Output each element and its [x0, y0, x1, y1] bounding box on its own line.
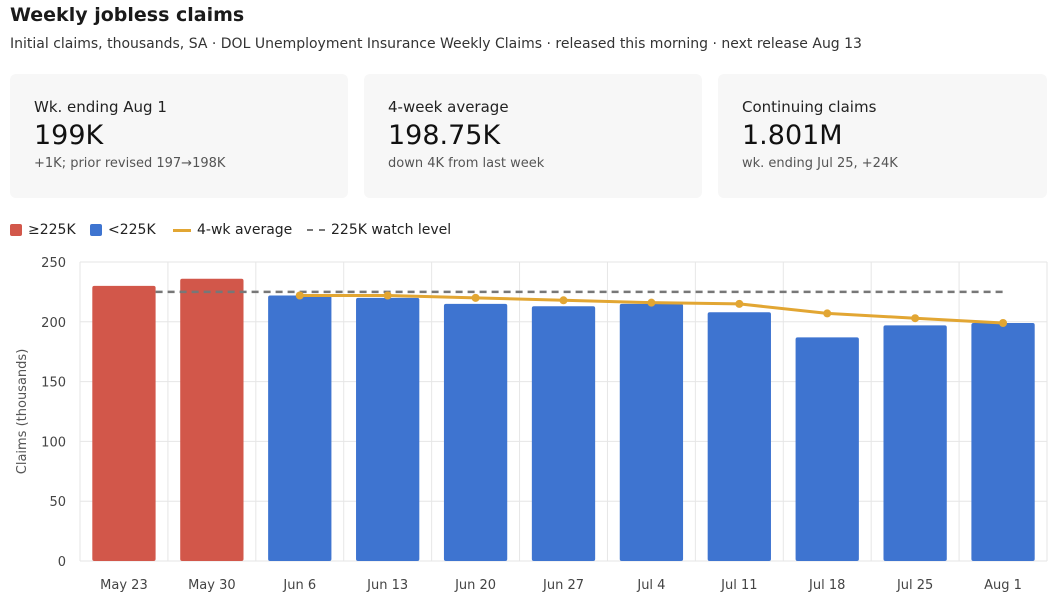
x-tick-label: May 30 — [188, 578, 236, 593]
y-tick-label: 200 — [41, 316, 66, 331]
legend-label-watch: 225K watch level — [331, 222, 452, 238]
avg-point — [911, 314, 920, 323]
kpi-note: +1K; prior revised 197→198K — [34, 156, 226, 171]
bar — [619, 303, 684, 561]
x-tick-label: Jul 18 — [808, 578, 845, 593]
kpi-value: 198.75K — [388, 120, 501, 151]
avg-point — [735, 299, 744, 308]
bar — [268, 295, 332, 561]
avg-point — [471, 293, 480, 302]
y-axis-label: Claims (thousands) — [15, 349, 30, 475]
x-tick-label: Jul 4 — [636, 578, 665, 593]
y-tick-label: 0 — [58, 555, 66, 570]
legend-item-watch: 225K watch level — [307, 222, 451, 238]
kpi-card-4wk-average: 4-week average 198.75K down 4K from last… — [364, 74, 702, 198]
legend-item-avg: 4-wk average — [173, 222, 292, 238]
x-tick-label: Jun 27 — [542, 578, 584, 593]
avg-point — [295, 291, 304, 300]
x-tick-label: May 23 — [100, 578, 148, 593]
y-tick-label: 50 — [49, 495, 66, 510]
x-tick-label: Jun 20 — [454, 578, 496, 593]
avg-point — [823, 309, 832, 318]
kpi-note: down 4K from last week — [388, 156, 545, 171]
legend-label-low: <225K — [108, 222, 156, 238]
kpi-card-continuing-claims: Continuing claims 1.801M wk. ending Jul … — [718, 74, 1047, 198]
bar — [795, 337, 859, 561]
chart-subtitle: Initial claims, thousands, SA · DOL Unem… — [10, 36, 862, 52]
legend-item-high: ≥225K — [10, 222, 76, 238]
x-tick-label: Jul 25 — [896, 578, 933, 593]
legend-swatch-high — [10, 224, 22, 236]
bar — [180, 278, 244, 561]
legend-item-low: <225K — [90, 222, 156, 238]
legend-line-watch — [307, 229, 325, 231]
legend-label-avg: 4-wk average — [197, 222, 293, 238]
bar — [92, 285, 156, 561]
y-tick-label: 250 — [41, 256, 66, 271]
avg-point — [383, 291, 392, 300]
chart-title: Weekly jobless claims — [10, 4, 245, 26]
avg-point — [647, 298, 656, 307]
kpi-label: Wk. ending Aug 1 — [34, 98, 167, 116]
x-tick-label: Jul 11 — [720, 578, 757, 593]
y-tick-label: 100 — [41, 435, 66, 450]
avg-point — [999, 318, 1008, 327]
bar — [531, 306, 596, 561]
bar — [707, 312, 771, 561]
y-tick-label: 150 — [41, 376, 66, 391]
bar — [443, 303, 508, 561]
legend-swatch-low — [90, 224, 102, 236]
kpi-value: 199K — [34, 120, 104, 151]
bar — [356, 297, 420, 561]
kpi-label: 4-week average — [388, 98, 509, 116]
kpi-label: Continuing claims — [742, 98, 877, 116]
legend-line-avg — [173, 228, 191, 232]
kpi-card-latest-week: Wk. ending Aug 1 199K +1K; prior revised… — [10, 74, 348, 198]
x-tick-label: Jun 13 — [366, 578, 408, 593]
bar — [971, 322, 1035, 561]
legend-label-high: ≥225K — [28, 222, 76, 238]
x-tick-label: Aug 1 — [984, 578, 1022, 593]
bar-chart: 0 50 100 150 200 250 Claims (thousands) May 23 M… — [15, 256, 1048, 593]
kpi-note: wk. ending Jul 25, +24K — [742, 156, 898, 171]
avg-point — [559, 296, 568, 305]
bar — [883, 325, 947, 561]
x-tick-label: Jun 6 — [282, 578, 316, 593]
kpi-value: 1.801M — [742, 120, 843, 151]
